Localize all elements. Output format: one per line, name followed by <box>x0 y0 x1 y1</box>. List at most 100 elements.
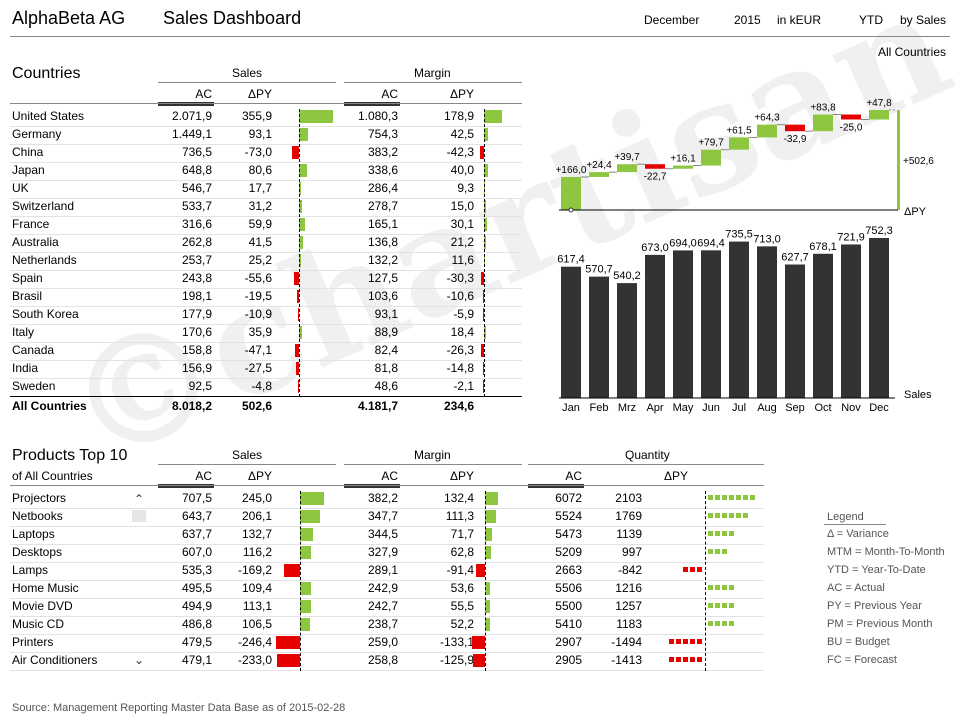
sales-bar-feb[interactable] <box>589 276 609 398</box>
product-qty-ac: 6072 <box>555 491 582 505</box>
country-name[interactable]: United States <box>12 109 85 123</box>
variance-bar-sep[interactable] <box>785 124 805 132</box>
row-divider <box>10 598 764 599</box>
country-name[interactable]: Australia <box>12 235 59 249</box>
sales-bar-apr[interactable] <box>645 254 665 398</box>
country-margin-variance-bar <box>483 308 484 321</box>
country-margin-ac: 1.080,3 <box>357 109 398 123</box>
products-sales-ac-header: AC <box>195 469 212 483</box>
country-name[interactable]: Germany <box>12 127 62 141</box>
total-sales-dpy: 502,6 <box>241 399 272 413</box>
country-sales-ac: 170,6 <box>181 325 212 339</box>
product-margin-variance-bar <box>485 528 492 541</box>
sales-bar-mrz[interactable] <box>617 283 637 398</box>
month-selector[interactable]: December <box>644 13 700 27</box>
country-margin-ac: 127,5 <box>367 271 398 285</box>
product-name[interactable]: Projectors <box>12 491 67 505</box>
total-name[interactable]: All Countries <box>12 399 87 413</box>
product-name[interactable]: Movie DVD <box>12 599 73 613</box>
product-name[interactable]: Home Music <box>12 581 79 595</box>
country-margin-dpy: 9,3 <box>457 181 474 195</box>
country-name[interactable]: Italy <box>12 325 35 339</box>
variance-bar-jan[interactable] <box>561 176 581 210</box>
country-name[interactable]: France <box>12 217 50 231</box>
country-name[interactable]: UK <box>12 181 29 195</box>
product-margin-variance-bar <box>476 564 485 577</box>
sales-bar-value-label: 570,7 <box>585 264 613 276</box>
product-qty-dpy: 1769 <box>615 509 642 523</box>
country-name[interactable]: Netherlands <box>12 253 77 267</box>
product-margin-dpy: 111,3 <box>445 509 474 523</box>
country-name[interactable]: Japan <box>12 163 45 177</box>
sales-bar-value-label: 721,9 <box>837 231 865 243</box>
filter-label[interactable]: All Countries <box>877 45 946 59</box>
product-qty-variance-dot <box>729 603 734 608</box>
product-name[interactable]: Lamps <box>12 563 49 577</box>
product-sales-ac: 535,3 <box>181 563 212 577</box>
variance-bar-mrz[interactable] <box>617 164 637 173</box>
month-tick-label: Feb <box>590 402 609 414</box>
product-name[interactable]: Music CD <box>12 617 65 631</box>
scroll-down-icon[interactable]: ⌄ <box>133 653 145 667</box>
country-name[interactable]: Canada <box>12 343 55 357</box>
row-divider <box>10 360 522 361</box>
product-sales-dpy: 245,0 <box>241 491 272 505</box>
variance-bar-oct[interactable] <box>813 114 833 132</box>
product-qty-dpy: 1139 <box>616 527 642 541</box>
product-name[interactable]: Printers <box>12 635 54 649</box>
variance-bar-apr[interactable] <box>645 164 665 169</box>
product-sales-ac: 486,8 <box>181 617 212 631</box>
variance-bar-dec[interactable] <box>869 109 889 120</box>
country-name[interactable]: South Korea <box>12 307 79 321</box>
product-name[interactable]: Air Conditioners <box>12 653 98 667</box>
sales-bar-sep[interactable] <box>785 264 805 398</box>
variance-value-label: +24,4 <box>586 160 612 171</box>
country-name[interactable]: China <box>12 145 44 159</box>
sales-zero-line <box>299 109 300 397</box>
product-qty-ac: 2907 <box>555 635 582 649</box>
country-margin-ac: 93,1 <box>374 307 398 321</box>
product-qty-variance-dot <box>729 513 734 518</box>
variance-bar-jun[interactable] <box>701 149 721 166</box>
country-margin-variance-bar <box>482 362 484 375</box>
country-sales-ac: 648,8 <box>181 163 212 177</box>
row-divider <box>10 180 522 181</box>
sales-bar-dec[interactable] <box>869 238 889 398</box>
product-name[interactable]: Desktops <box>12 545 63 559</box>
year-selector[interactable]: 2015 <box>734 13 761 27</box>
variance-bar-feb[interactable] <box>589 172 609 177</box>
country-name[interactable]: Spain <box>12 271 43 285</box>
country-name[interactable]: Brasil <box>12 289 43 303</box>
view-selector[interactable]: by Sales <box>900 13 947 27</box>
sales-bar-oct[interactable] <box>813 253 833 398</box>
legend-item: PY = Previous Year <box>827 600 922 612</box>
variance-bar-jul[interactable] <box>729 137 749 150</box>
country-sales-dpy: 25,2 <box>248 253 272 267</box>
product-qty-variance-dot <box>736 513 741 518</box>
sales-bar-jun[interactable] <box>701 250 721 398</box>
sales-bar-nov[interactable] <box>841 244 861 398</box>
variance-bar-aug[interactable] <box>757 124 777 138</box>
product-margin-variance-bar <box>485 546 492 559</box>
country-name[interactable]: Switzerland <box>12 199 75 213</box>
country-name[interactable]: Sweden <box>12 379 56 393</box>
variance-bar-may[interactable] <box>673 165 693 169</box>
product-margin-variance-bar <box>472 654 485 667</box>
sales-bar-jul[interactable] <box>729 241 749 398</box>
product-name[interactable]: Laptops <box>12 527 55 541</box>
variance-bar-nov[interactable] <box>841 114 861 120</box>
sales-bar-value-label: 678,1 <box>809 241 837 253</box>
scroll-up-icon[interactable]: ⌃ <box>133 492 145 506</box>
scrollbar-thumb[interactable] <box>132 510 146 522</box>
product-name[interactable]: Netbooks <box>12 509 63 523</box>
sales-bar-aug[interactable] <box>757 246 777 398</box>
country-name[interactable]: India <box>12 361 39 375</box>
variance-value-label: +64,3 <box>754 113 780 124</box>
sales-bar-jan[interactable] <box>561 266 581 398</box>
period-selector[interactable]: YTD <box>859 13 883 27</box>
product-margin-dpy: 132,4 <box>443 491 474 505</box>
sales-bar-may[interactable] <box>673 250 693 398</box>
variance-value-label: +61,5 <box>726 125 752 136</box>
product-qty-variance-dot <box>690 567 695 572</box>
sales-bar-value-label: 540,2 <box>613 270 641 282</box>
